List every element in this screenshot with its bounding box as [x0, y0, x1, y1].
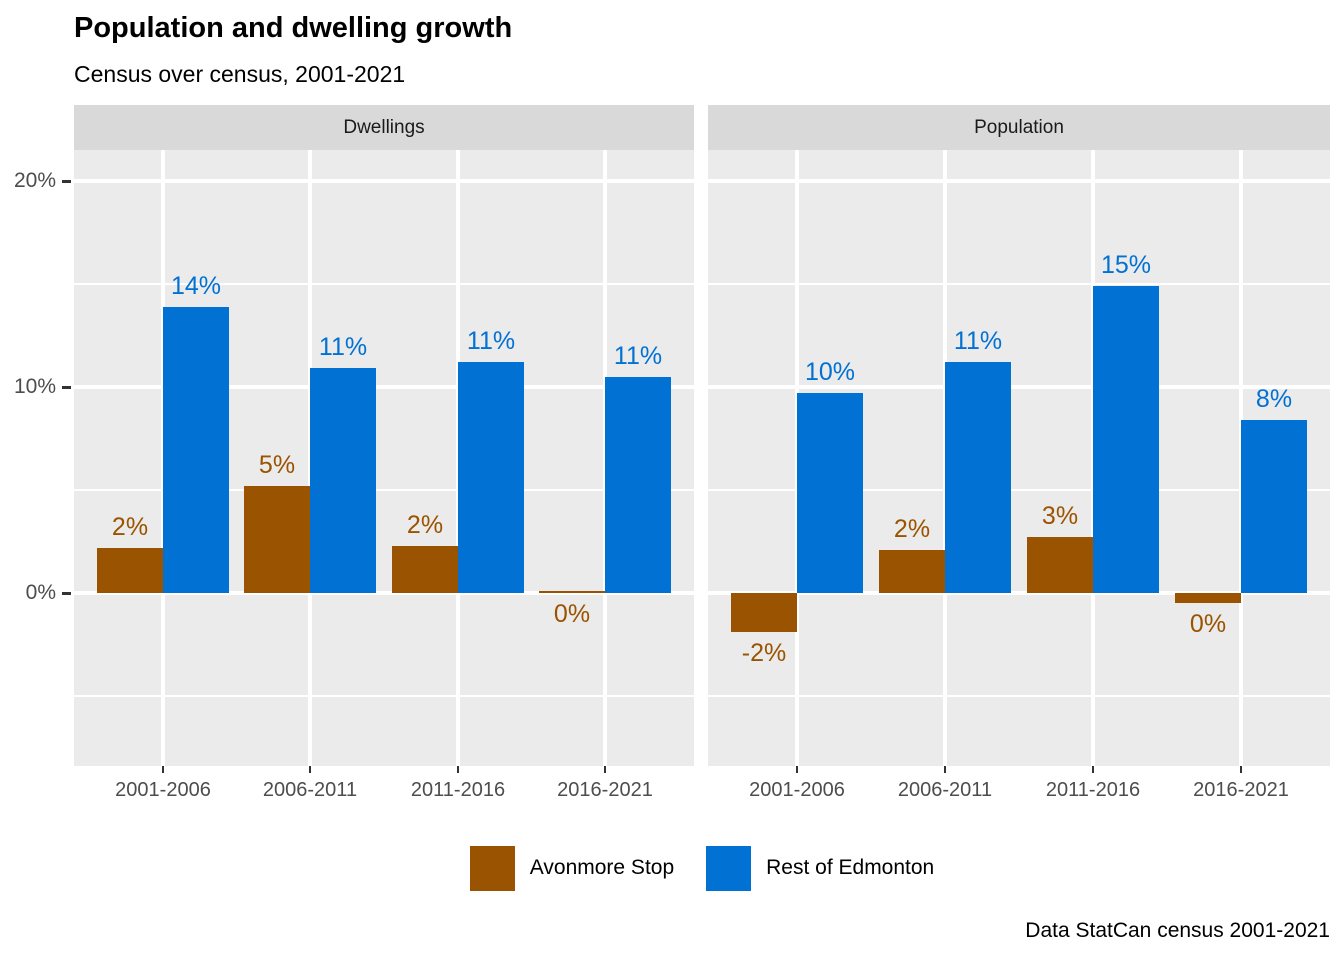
bar-population-avonmore-stop	[1175, 593, 1241, 603]
bar-dwellings-rest-of-edmonton	[163, 307, 229, 593]
x-axis-label: 2006-2011	[897, 779, 993, 801]
bar-label-dwellings-rest-of-edmonton: 11%	[466, 327, 516, 355]
gridline-minor	[708, 695, 1330, 697]
gridline-major	[74, 591, 694, 595]
y-axis-label: 10%	[13, 375, 56, 398]
bar-label-dwellings-rest-of-edmonton: 11%	[613, 342, 663, 370]
bar-label-population-rest-of-edmonton: 8%	[1255, 385, 1293, 413]
bar-label-population-rest-of-edmonton: 10%	[804, 358, 856, 386]
x-axis-tick	[1240, 766, 1242, 773]
chart-subtitle: Census over census, 2001-2021	[74, 61, 406, 87]
y-axis-label: 20%	[13, 169, 56, 192]
bar-population-avonmore-stop	[731, 593, 797, 632]
bar-population-avonmore-stop	[1027, 537, 1093, 593]
gridline-major	[74, 179, 694, 183]
facet-panel-dwellings: 2% 5% 2% 0% 14% 11% 11% 11%	[74, 150, 694, 766]
x-axis-tick	[796, 766, 798, 773]
bar-dwellings-rest-of-edmonton	[605, 377, 671, 593]
bar-label-dwellings-rest-of-edmonton: 14%	[170, 272, 222, 300]
bar-label-population-avonmore-stop: 2%	[893, 515, 931, 543]
y-axis-tick	[62, 592, 71, 595]
x-axis-tick	[944, 766, 946, 773]
gridline-minor	[74, 489, 694, 491]
bar-label-population-rest-of-edmonton: 11%	[953, 327, 1003, 355]
bar-population-rest-of-edmonton	[1093, 286, 1159, 593]
bar-population-rest-of-edmonton	[797, 393, 863, 593]
y-axis-tick	[62, 386, 71, 389]
bar-label-population-rest-of-edmonton: 15%	[1100, 251, 1152, 279]
legend-swatch-rest-of-edmonton	[706, 845, 752, 891]
x-axis-label: 2001-2006	[115, 779, 211, 801]
gridline-minor	[74, 283, 694, 285]
bar-label-dwellings-avonmore-stop: 5%	[258, 451, 296, 479]
legend-swatch-avonmore-stop	[469, 845, 515, 891]
bar-population-avonmore-stop	[879, 550, 945, 593]
legend-label-avonmore-stop: Avonmore Stop	[529, 856, 675, 879]
x-axis-label: 2016-2021	[557, 779, 653, 801]
x-axis-tick	[1092, 766, 1094, 773]
x-axis-tick	[162, 766, 164, 773]
bar-dwellings-avonmore-stop	[244, 486, 310, 593]
bar-label-population-avonmore-stop: -2%	[741, 639, 787, 667]
gridline-minor	[708, 489, 1330, 491]
bar-population-rest-of-edmonton	[945, 362, 1011, 593]
gridline-major	[708, 385, 1330, 389]
chart-caption: Data StatCan census 2001-2021	[1025, 919, 1330, 942]
x-axis-tick	[604, 766, 606, 773]
gridline-major	[708, 179, 1330, 183]
x-axis-tick	[457, 766, 459, 773]
gridline-minor	[74, 695, 694, 697]
facet-panel-population: -2% 2% 3% 0% 10% 11% 15% 8%	[708, 150, 1330, 766]
bar-label-dwellings-avonmore-stop: 2%	[111, 513, 149, 541]
legend-item-rest-of-edmonton: Rest of Edmonton	[706, 845, 935, 891]
bar-dwellings-rest-of-edmonton	[458, 362, 524, 593]
bar-label-population-avonmore-stop: 3%	[1041, 502, 1079, 530]
legend-item-avonmore-stop: Avonmore Stop	[469, 845, 675, 891]
gridline-major	[708, 591, 1330, 595]
gridline-major	[74, 385, 694, 389]
bar-dwellings-avonmore-stop	[97, 548, 163, 593]
facet-strip-population: Population	[708, 105, 1330, 150]
x-axis-label: 2001-2006	[749, 779, 845, 801]
bar-dwellings-avonmore-stop	[539, 591, 605, 593]
legend-label-rest-of-edmonton: Rest of Edmonton	[766, 856, 935, 879]
chart-title: Population and dwelling growth	[74, 12, 513, 44]
x-axis-label: 2011-2016	[1045, 779, 1141, 801]
bar-label-dwellings-avonmore-stop: 0%	[553, 600, 591, 628]
bar-dwellings-avonmore-stop	[392, 546, 458, 593]
y-axis-tick	[62, 180, 71, 183]
bar-label-dwellings-rest-of-edmonton: 11%	[318, 333, 368, 361]
y-axis-label: 0%	[25, 581, 56, 604]
bar-population-rest-of-edmonton	[1241, 420, 1307, 593]
x-axis-label: 2006-2011	[262, 779, 358, 801]
bar-label-population-avonmore-stop: 0%	[1189, 610, 1227, 638]
facet-strip-dwellings: Dwellings	[74, 105, 694, 150]
legend: Avonmore Stop Rest of Edmonton	[74, 842, 1330, 894]
x-axis-label: 2011-2016	[410, 779, 506, 801]
x-axis-tick	[309, 766, 311, 773]
bar-label-dwellings-avonmore-stop: 2%	[406, 511, 444, 539]
x-axis-label: 2016-2021	[1193, 779, 1289, 801]
gridline-minor	[708, 283, 1330, 285]
bar-dwellings-rest-of-edmonton	[310, 368, 376, 593]
